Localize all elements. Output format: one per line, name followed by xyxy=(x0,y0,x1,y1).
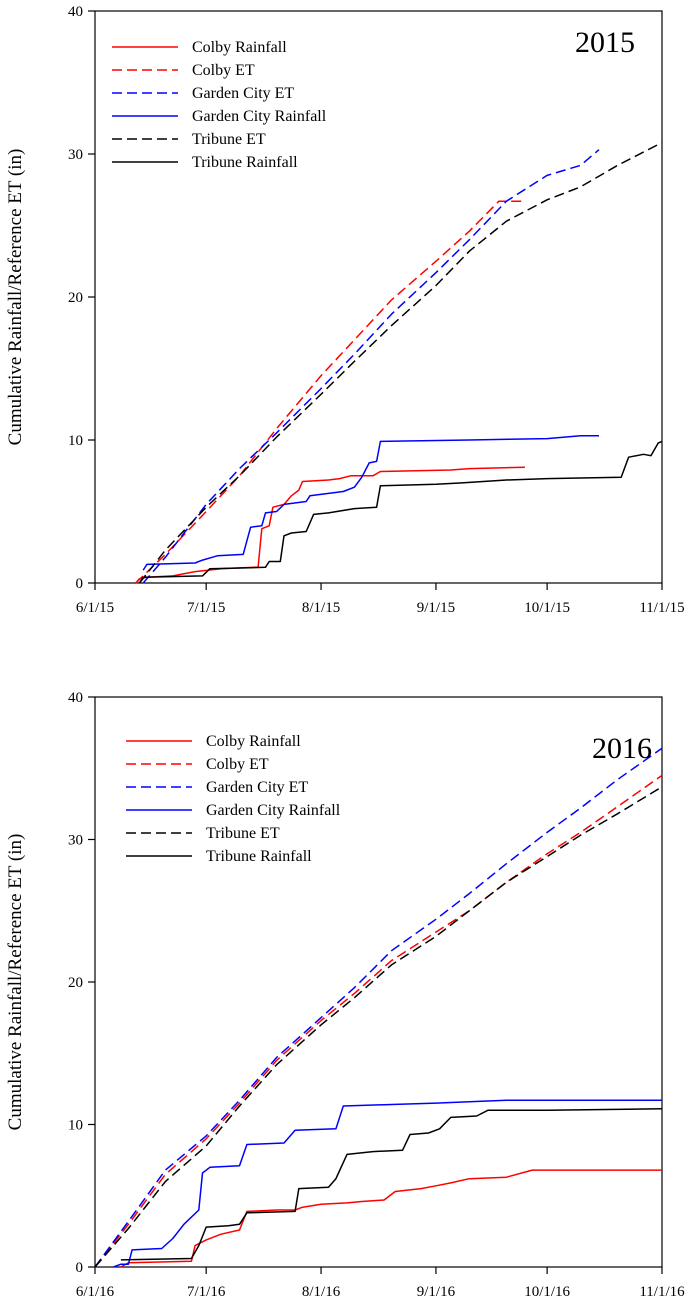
series-line-tribune-rainfall xyxy=(120,1108,663,1261)
chart-panel-2016: 0 10 20 30 40 6/1/16 7/1/16 8/1/16 9/1/16 10/1/16… xyxy=(5,690,685,1300)
y-tick-label: 30 xyxy=(68,833,83,849)
legend-label: Tribune Rainfall xyxy=(206,848,312,865)
x-tick-label: 6/1/15 xyxy=(76,600,114,616)
series-line-colby-et xyxy=(135,200,525,584)
x-tick-label: 8/1/15 xyxy=(302,600,340,616)
legend-label: Garden City Rainfall xyxy=(192,108,327,125)
x-tick-label: 9/1/15 xyxy=(417,600,455,616)
legend-label: Colby Rainfall xyxy=(206,733,301,750)
y-tick-label: 40 xyxy=(68,4,83,20)
legend-label: Garden City Rainfall xyxy=(206,802,341,819)
legend-label: Tribune Rainfall xyxy=(192,154,298,171)
legend-label: Tribune ET xyxy=(206,825,280,842)
y-axis-label: Cumulative Rainfall/Reference ET (in) xyxy=(5,834,26,1131)
chart-panel-2015: 0 10 20 30 40 6/1/15 7/1/15 8/1/15 9/1/15 10/1/15… xyxy=(5,4,685,616)
y-axis-label: Cumulative Rainfall/Reference ET (in) xyxy=(5,149,26,446)
series-line-tribune-et xyxy=(94,786,663,1268)
y-tick-label: 0 xyxy=(76,576,84,592)
legend-label: Colby ET xyxy=(192,62,255,79)
year-annotation: 2016 xyxy=(592,732,652,765)
series-line-garden-city-et xyxy=(142,149,600,584)
series-line-garden-city-rainfall xyxy=(113,1099,662,1268)
plot-frame xyxy=(94,696,663,1268)
series-line-tribune-et xyxy=(138,141,663,584)
y-tick-label: 20 xyxy=(68,290,83,306)
series-line-garden-city-et xyxy=(94,747,663,1268)
y-tick-label: 20 xyxy=(68,975,83,991)
x-tick-label: 11/1/16 xyxy=(639,1284,685,1300)
x-tick-label: 7/1/16 xyxy=(187,1284,226,1300)
x-tick-label: 6/1/16 xyxy=(76,1284,115,1300)
y-tick-label: 10 xyxy=(68,1118,83,1134)
x-tick-label: 7/1/15 xyxy=(187,600,225,616)
legend-label: Colby Rainfall xyxy=(192,39,287,56)
x-tick-label: 9/1/16 xyxy=(417,1284,456,1300)
legend-label: Garden City ET xyxy=(192,85,294,102)
y-tick-label: 0 xyxy=(76,1260,84,1276)
y-tick-label: 40 xyxy=(68,690,83,706)
y-tick-label: 30 xyxy=(68,147,83,163)
x-tick-label: 10/1/15 xyxy=(524,600,570,616)
x-tick-label: 8/1/16 xyxy=(302,1284,341,1300)
legend-label: Colby ET xyxy=(206,756,269,773)
x-tick-label: 10/1/16 xyxy=(524,1284,570,1300)
legend-label: Garden City ET xyxy=(206,779,308,796)
series-line-colby-et xyxy=(94,774,663,1268)
year-annotation: 2015 xyxy=(575,26,635,59)
x-tick-label: 11/1/15 xyxy=(639,600,684,616)
legend-label: Tribune ET xyxy=(192,131,266,148)
series-line-tribune-rainfall xyxy=(138,440,663,584)
series-line-garden-city-rainfall xyxy=(142,434,599,571)
series-line-colby-rainfall xyxy=(120,1169,662,1268)
y-tick-label: 10 xyxy=(68,433,83,449)
